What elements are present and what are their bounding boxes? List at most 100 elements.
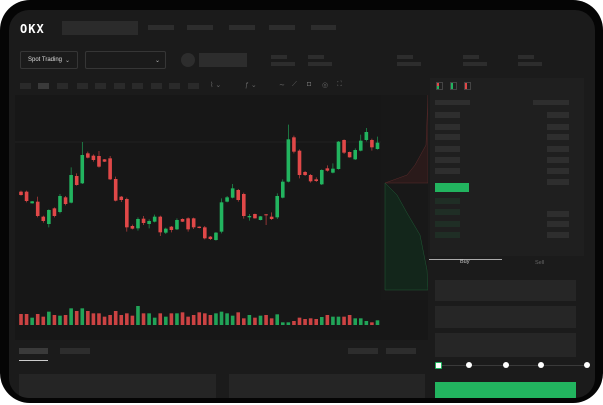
candle-body — [35, 201, 40, 216]
volume-bar — [119, 315, 124, 325]
pair-dropdown[interactable]: ⌄ — [85, 51, 166, 69]
price-input[interactable] — [435, 280, 576, 301]
candle-body — [286, 139, 291, 182]
interval-button[interactable] — [114, 83, 125, 89]
total-input[interactable] — [435, 333, 576, 357]
slider-handle[interactable] — [435, 362, 442, 369]
volume-bar — [269, 318, 274, 325]
volume-bar — [358, 318, 363, 325]
candle-body — [342, 140, 346, 153]
book-view-bids-icon[interactable] — [450, 82, 457, 90]
volume-bar — [147, 313, 151, 325]
volume-bar — [175, 313, 179, 325]
interval-button[interactable] — [57, 83, 68, 89]
candle-body — [325, 168, 330, 171]
candle-body — [102, 159, 107, 162]
ruler-icon[interactable]: ⟋ — [292, 81, 297, 88]
volume-bar — [63, 315, 68, 325]
nav-item[interactable] — [311, 25, 336, 30]
settings-icon[interactable]: ◎ — [322, 82, 329, 89]
volume-bar — [319, 317, 324, 325]
interval-button[interactable] — [95, 83, 106, 89]
market-dropdown[interactable]: Spot Trading ⌄ — [20, 51, 78, 69]
candle-body — [58, 196, 62, 212]
slider-step[interactable] — [466, 362, 472, 368]
chevron-down-icon: ⌄ — [154, 57, 160, 64]
volume-bar — [214, 313, 218, 325]
volume-bar — [35, 314, 40, 325]
search-input[interactable] — [62, 21, 138, 35]
nav-item[interactable] — [269, 25, 295, 30]
slider-step[interactable] — [538, 362, 544, 368]
volume-bar — [30, 317, 34, 325]
interval-button[interactable] — [188, 83, 199, 89]
interval-button[interactable] — [169, 83, 180, 89]
candle-body — [347, 152, 352, 158]
ask-size — [547, 134, 569, 140]
book-view-both-icon[interactable] — [436, 82, 443, 90]
interval-button[interactable] — [77, 83, 88, 89]
book-header — [533, 100, 569, 105]
stat — [271, 62, 295, 66]
bottom-tab[interactable] — [60, 348, 90, 354]
candle-body — [130, 226, 135, 229]
candle-body — [353, 150, 357, 160]
candle-body — [331, 168, 335, 173]
nav-item[interactable] — [187, 25, 213, 30]
nav-item[interactable] — [229, 25, 255, 30]
volume-bar — [225, 313, 229, 325]
interval-button-active[interactable] — [38, 83, 49, 89]
interval-button[interactable] — [151, 83, 162, 89]
candle-body — [47, 210, 51, 224]
candlestick-chart[interactable] — [15, 94, 429, 340]
fullscreen-icon[interactable]: ⛶ — [337, 81, 342, 88]
volume-bar — [247, 315, 252, 325]
book-view-asks-icon[interactable] — [464, 82, 471, 90]
candle-body — [308, 175, 313, 182]
volume-bar — [375, 320, 380, 325]
interval-button[interactable] — [20, 83, 31, 89]
amount-input[interactable] — [435, 306, 576, 328]
candle-body — [275, 196, 280, 218]
candle-body — [125, 199, 129, 228]
buy-button[interactable] — [435, 382, 576, 398]
tab-sell[interactable]: Sell — [535, 260, 545, 266]
bottom-action[interactable] — [386, 348, 416, 354]
bottom-tab-active[interactable] — [19, 348, 48, 354]
volume-bar — [180, 312, 185, 325]
interval-button[interactable] — [132, 83, 143, 89]
candle-body — [41, 216, 46, 221]
candle-body — [247, 216, 252, 218]
volume-bar — [364, 321, 369, 325]
candle-body — [119, 196, 124, 200]
stat — [518, 62, 542, 66]
indicator-icon[interactable]: ƒ ⌄ — [245, 82, 257, 89]
candle-body — [219, 202, 224, 232]
volume-bar — [86, 311, 90, 325]
candle-body — [24, 191, 29, 201]
bottom-card — [19, 374, 216, 398]
tab-buy[interactable]: Buy — [460, 259, 470, 265]
volume-bar — [130, 315, 135, 325]
volume-bar — [236, 312, 241, 325]
volume-bar — [191, 315, 196, 325]
candle-body — [292, 137, 296, 152]
candle-body — [52, 208, 57, 216]
camera-icon[interactable]: ◘ — [307, 81, 312, 88]
volume-bar — [19, 314, 23, 325]
candle-body — [230, 188, 235, 198]
slider-step[interactable] — [584, 362, 590, 368]
volume-bar — [331, 316, 335, 325]
nav-item[interactable] — [148, 25, 174, 30]
leverage-slider-track[interactable] — [439, 365, 589, 366]
slider-step[interactable] — [503, 362, 509, 368]
candle-body — [158, 216, 163, 233]
app-screen: OKX Spot Trading ⌄ ⌄ ⌇ ⌄ ƒ ⌄ ∼ ⟋ ◘ ◎ ⛶ Bu… — [9, 10, 595, 398]
chart-type-icon[interactable]: ⌇ ⌄ — [210, 82, 222, 89]
ask-price — [435, 146, 460, 152]
ask-price — [435, 124, 460, 130]
volume-bar — [325, 315, 330, 325]
bottom-action[interactable] — [348, 348, 378, 354]
line-tool-icon[interactable]: ∼ — [279, 82, 285, 89]
